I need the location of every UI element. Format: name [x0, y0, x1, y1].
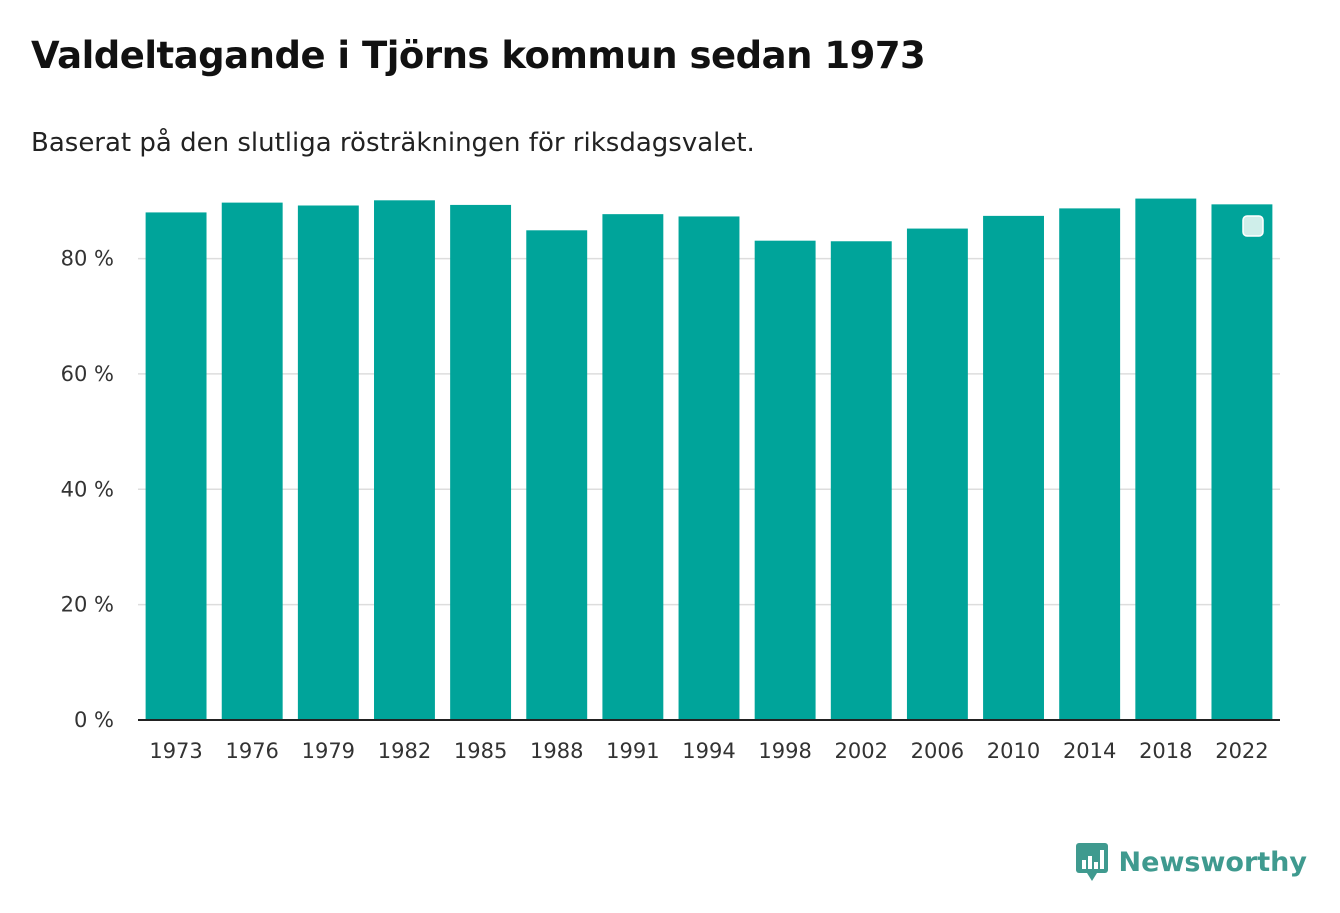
- bar-1976[interactable]: [221, 202, 283, 720]
- bar-1985[interactable]: [450, 204, 512, 721]
- bar-1979[interactable]: [297, 205, 359, 720]
- x-tick-label: 2010: [987, 739, 1040, 763]
- chart-subtitle: Baserat på den slutliga rösträkningen fö…: [31, 128, 755, 158]
- x-tick-label: 1988: [530, 739, 583, 763]
- x-axis-ticks: 1973 1976 1979 1982 1985 1988 1991 1994 1998 2002…: [149, 739, 1268, 763]
- bar-2018[interactable]: [1135, 198, 1197, 721]
- x-tick-label: 1985: [454, 739, 507, 763]
- bar-1991[interactable]: [602, 214, 664, 721]
- bar-2002[interactable]: [830, 241, 892, 720]
- bar-1988[interactable]: [526, 230, 588, 721]
- brand-name: Newsworthy: [1118, 846, 1307, 878]
- x-tick-label: 1998: [758, 739, 811, 763]
- x-tick-label: 2022: [1215, 739, 1268, 763]
- x-tick-label: 1991: [606, 739, 659, 763]
- bar-2022[interactable]: [1211, 204, 1273, 721]
- x-tick-label: 1994: [682, 739, 735, 763]
- y-tick-label: 60 %: [61, 362, 114, 386]
- x-tick-label: 2006: [911, 739, 964, 763]
- chart-title: Valdeltagande i Tjörns kommun sedan 1973: [31, 34, 926, 77]
- bars: [145, 198, 1273, 721]
- x-tick-label: 2018: [1139, 739, 1192, 763]
- x-tick-label: 2014: [1063, 739, 1116, 763]
- brand-logo: Newsworthy: [1075, 842, 1307, 882]
- x-tick-label: 2002: [835, 739, 888, 763]
- x-tick-label: 1979: [302, 739, 355, 763]
- newsworthy-logo-icon: [1075, 843, 1108, 881]
- bar-2006[interactable]: [906, 228, 968, 720]
- bar-1994[interactable]: [678, 216, 740, 720]
- y-tick-label: 20 %: [61, 593, 114, 617]
- y-tick-label: 80 %: [61, 247, 114, 271]
- legend-marker[interactable]: [1242, 215, 1264, 237]
- bar-1973[interactable]: [145, 212, 207, 720]
- x-tick-label: 1976: [225, 739, 278, 763]
- y-tick-label: 40 %: [61, 477, 114, 501]
- bar-1982[interactable]: [374, 200, 435, 720]
- bar-1998[interactable]: [754, 240, 816, 721]
- bar-2010[interactable]: [983, 215, 1044, 720]
- bar-2014[interactable]: [1059, 208, 1121, 720]
- y-tick-label: 0 %: [74, 708, 114, 732]
- x-tick-label: 1982: [378, 739, 431, 763]
- y-axis-ticks: 0 % 20 % 40 % 60 % 80 %: [61, 247, 114, 732]
- x-tick-label: 1973: [149, 739, 202, 763]
